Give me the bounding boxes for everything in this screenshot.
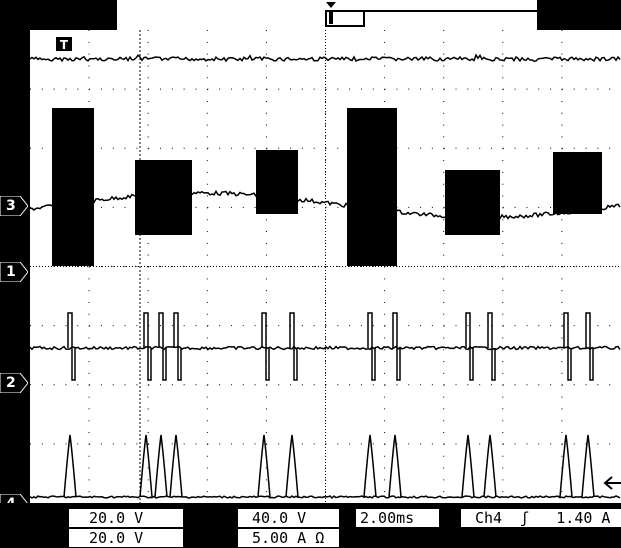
ch4-spike bbox=[257, 434, 271, 498]
ch1-marker-icon bbox=[0, 262, 28, 282]
trigger-readout: Ch4 ʃ 1.40 A bbox=[461, 509, 621, 527]
ch4-spike bbox=[154, 434, 168, 498]
ch2-pulse bbox=[585, 312, 594, 381]
trigger-source: Ch4 bbox=[475, 509, 503, 527]
ch3-burst bbox=[445, 170, 500, 235]
ch2-marker-label: 2 bbox=[6, 375, 16, 391]
ch2-trace bbox=[30, 345, 621, 351]
ch3-marker[interactable]: 3 bbox=[0, 196, 28, 216]
ch2-pulse bbox=[158, 312, 167, 381]
timebase-readout: 2.00ms bbox=[356, 509, 439, 527]
trigger-indicator: T bbox=[56, 37, 72, 52]
ch2-pulse bbox=[465, 312, 474, 381]
ch2-scale-readout: 20.0 V bbox=[69, 529, 183, 547]
ch-top-trace bbox=[30, 53, 621, 63]
trigger-slope-icon: ʃ bbox=[520, 509, 530, 527]
ch2-pulse bbox=[563, 312, 572, 381]
ch2-pulse bbox=[173, 312, 182, 381]
ch4-trace bbox=[30, 495, 621, 500]
ch3-burst bbox=[135, 160, 192, 235]
trigger-position-icon bbox=[326, 2, 336, 24]
ch2-pulse bbox=[367, 312, 376, 381]
waveform-plot: T bbox=[30, 30, 621, 503]
ch3-scale-readout: 40.0 V bbox=[238, 509, 339, 527]
ch2-marker[interactable]: 2 bbox=[0, 373, 28, 393]
ch4-scale-readout: 5.00 A Ω bbox=[238, 529, 339, 547]
ch2-marker-icon bbox=[0, 373, 28, 393]
readout-panel: 20.0 V 20.0 V 40.0 V 5.00 A Ω 2.00ms Ch4… bbox=[0, 503, 621, 548]
ch4-spike bbox=[139, 434, 153, 498]
ch4-spike bbox=[169, 434, 183, 498]
waveform-screen: T bbox=[30, 30, 621, 503]
ch3-marker-label: 3 bbox=[6, 198, 16, 214]
record-view-bracket bbox=[325, 10, 365, 27]
trigger-level-arrow-icon bbox=[603, 476, 621, 490]
ch3-burst bbox=[52, 108, 94, 266]
ch3-trace bbox=[30, 189, 621, 221]
ch4-spike bbox=[461, 434, 475, 498]
ch2-pulse bbox=[261, 312, 270, 381]
record-bar bbox=[117, 0, 569, 30]
ch4-spike bbox=[483, 434, 497, 498]
ch2-pulse bbox=[392, 312, 401, 381]
ch3-burst bbox=[553, 152, 602, 214]
trigger-marker-label: T bbox=[60, 38, 69, 52]
ch1-marker[interactable]: 1 bbox=[0, 262, 28, 282]
ch4-spike bbox=[559, 434, 573, 498]
ch1-scale-readout: 20.0 V bbox=[69, 509, 183, 527]
ch2-pulse bbox=[289, 312, 298, 381]
trigger-level: 1.40 A bbox=[556, 509, 611, 527]
ch4-spike bbox=[285, 434, 299, 498]
ch2-pulse bbox=[487, 312, 496, 381]
ch4-spike bbox=[63, 434, 77, 498]
ch2-pulse bbox=[67, 312, 76, 381]
ch3-marker-icon bbox=[0, 196, 28, 216]
ch3-burst bbox=[347, 108, 397, 266]
traces bbox=[30, 53, 621, 500]
graticule bbox=[30, 30, 621, 503]
ch1-marker-label: 1 bbox=[6, 264, 16, 280]
ch2-pulse bbox=[143, 312, 152, 381]
ch3-burst bbox=[256, 150, 298, 214]
ch4-spike bbox=[363, 434, 377, 498]
ch4-spike bbox=[388, 434, 402, 498]
ch4-spike bbox=[581, 434, 595, 498]
